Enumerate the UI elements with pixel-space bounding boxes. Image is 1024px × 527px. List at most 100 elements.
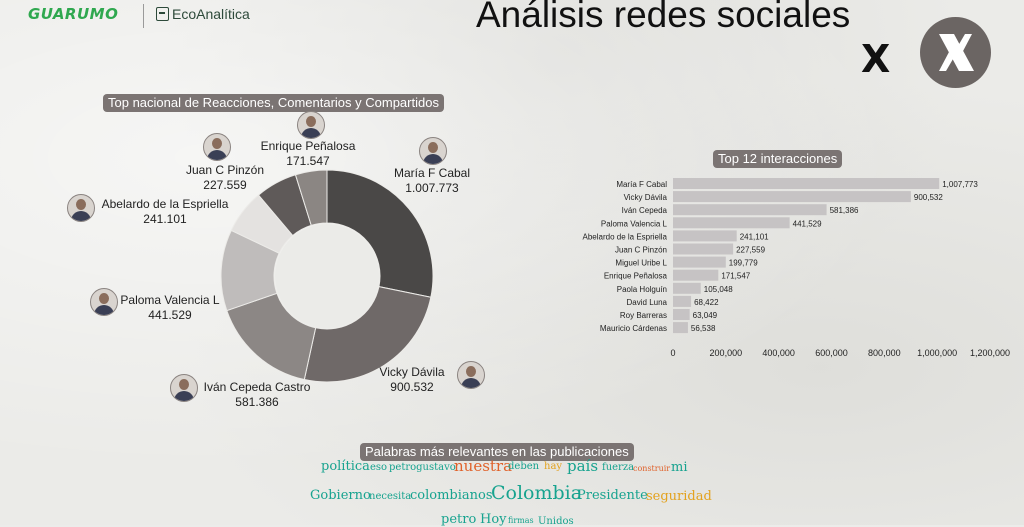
bar-category-label: Abelardo de la Espriella	[583, 232, 668, 241]
bar-rect	[673, 217, 790, 229]
cloud-word: petrogustavo	[389, 462, 456, 473]
x-tick-label: 400,000	[762, 348, 795, 358]
cloud-word: política	[321, 459, 370, 474]
x-tick-label: 800,000	[868, 348, 901, 358]
donut-callout-value: 441.529	[148, 308, 192, 322]
logo-divider	[143, 4, 144, 28]
donut-callout-value: 241.101	[143, 212, 187, 226]
donut-callout-label: Enrique Peñalosa	[260, 139, 356, 153]
bar-category-label: Miguel Uribe L	[615, 259, 667, 268]
bar-rect	[673, 269, 719, 281]
word-cloud: política eso petrogustavo nuestra deben hay pa…	[300, 456, 720, 527]
bar-rect	[673, 230, 737, 242]
bar-rect	[673, 295, 692, 307]
cloud-word: Gobierno	[310, 488, 371, 503]
donut-slice-7	[294, 169, 328, 227]
x-brand-letter: X	[861, 37, 891, 81]
ecoanalitica-logo: EcoAnalítica	[156, 6, 250, 22]
bar-category-label: Vicky Dávila	[624, 193, 668, 202]
donut-callout: Juan C Pinzón 227.559	[186, 163, 264, 193]
donut-callout-value: 900.532	[390, 380, 434, 394]
bar-rect	[673, 322, 688, 334]
bar-category-label: Juan C Pinzón	[615, 246, 667, 255]
cloud-word: Hoy	[480, 512, 507, 527]
donut-callout: Vicky Dávila 900.532	[379, 365, 444, 395]
bar-category-label: Paola Holguín	[617, 285, 667, 294]
bar-category-label: Roy Barreras	[620, 311, 667, 320]
donut-callout-label: María F Cabal	[393, 166, 471, 180]
cloud-word: necesita	[369, 491, 412, 502]
bar-value-label: 105,048	[704, 285, 733, 294]
donut-slice-1	[326, 169, 434, 298]
x-logo-icon	[920, 17, 991, 88]
cloud-word: eso	[370, 462, 388, 473]
donut-chart-title: Top nacional de Reacciones, Comentarios …	[103, 94, 444, 112]
bar-value-label: 1,007,773	[942, 180, 978, 189]
x-tick-label: 1,000,000	[917, 348, 957, 358]
bar-value-label: 441,529	[793, 219, 822, 228]
donut-slice-2	[303, 286, 432, 383]
donut-callout-label: Paloma Valencia L	[120, 293, 220, 307]
cloud-word: país	[567, 457, 599, 475]
cloud-word: nuestra	[454, 457, 513, 475]
bar-rect	[673, 282, 701, 294]
candidate-avatar	[203, 133, 231, 161]
donut-callout-value: 171.547	[286, 154, 330, 168]
bar-value-label: 241,101	[740, 232, 769, 241]
candidate-avatar	[170, 374, 198, 402]
donut-callout: Paloma Valencia L 441.529	[120, 293, 219, 323]
wordcloud-title: Palabras más relevantes en las publicaci…	[360, 443, 634, 461]
bar-category-label: Mauricio Cárdenas	[600, 324, 667, 333]
x-tick-label: 600,000	[815, 348, 848, 358]
donut-hole	[275, 224, 379, 328]
x-tick-label: 0	[670, 348, 675, 358]
bar-category-label: María F Cabal	[616, 180, 667, 189]
candidate-avatar	[90, 288, 118, 316]
cloud-word: construir	[633, 464, 671, 473]
cloud-word: petro	[441, 512, 477, 527]
bar-rect	[673, 191, 911, 203]
bar-rect	[673, 178, 940, 189]
donut-callout-value: 227.559	[203, 178, 247, 192]
candidate-avatar	[67, 194, 95, 222]
candidate-avatar	[457, 361, 485, 389]
bar-value-label: 68,422	[694, 298, 719, 307]
cloud-word: Unidos	[538, 516, 574, 527]
bar-value-label: 199,779	[729, 259, 758, 268]
donut-callout-value: 581.386	[235, 395, 279, 409]
page-title: Análisis redes sociales	[476, 0, 851, 35]
bar-chart-title: Top 12 interacciones	[713, 150, 843, 168]
x-tick-label: 200,000	[710, 348, 743, 358]
cloud-word: seguridad	[646, 489, 712, 504]
bar-chart: María F Cabal 1,007,773 Vicky Dávila 900,53…	[583, 178, 1010, 358]
bar-category-label: Paloma Valencia L	[601, 219, 668, 228]
bar-value-label: 581,386	[830, 206, 859, 215]
bar-value-label: 900,532	[914, 193, 943, 202]
donut-callout-label: Juan C Pinzón	[185, 163, 265, 177]
donut-callout-value: 1.007.773	[405, 181, 459, 195]
bar-value-label: 227,559	[736, 246, 765, 255]
donut-callout: Iván Cepeda Castro 581.386	[204, 380, 311, 410]
bar-rect	[673, 243, 734, 255]
guarumo-logo: GUARUMO	[28, 5, 119, 23]
x-tick-label: 1,200,000	[970, 348, 1010, 358]
cloud-word: Colombia	[491, 482, 583, 504]
ecoanalitica-label: EcoAnalítica	[172, 6, 250, 22]
donut-callout-label: Vicky Dávila	[379, 365, 445, 379]
donut-callout: Enrique Peñalosa 171.547	[261, 139, 356, 169]
bar-value-label: 171,547	[721, 272, 750, 281]
donut-callout: María F Cabal 1.007.773	[394, 166, 470, 196]
bar-value-label: 56,538	[691, 324, 716, 333]
cloud-word: fuerza	[602, 462, 635, 473]
candidate-avatar	[297, 111, 325, 139]
cloud-word: hay	[544, 461, 563, 472]
donut-callout: Abelardo de la Espriella 241.101	[102, 197, 229, 227]
bar-rect	[673, 204, 827, 216]
bar-rect	[673, 256, 726, 268]
bar-category-label: Enrique Peñalosa	[604, 272, 668, 281]
cloud-word: colombianos	[410, 488, 493, 503]
cloud-word: Presidente	[577, 488, 648, 503]
donut-callout-label: Iván Cepeda Castro	[203, 380, 311, 394]
bar-rect	[673, 309, 690, 320]
